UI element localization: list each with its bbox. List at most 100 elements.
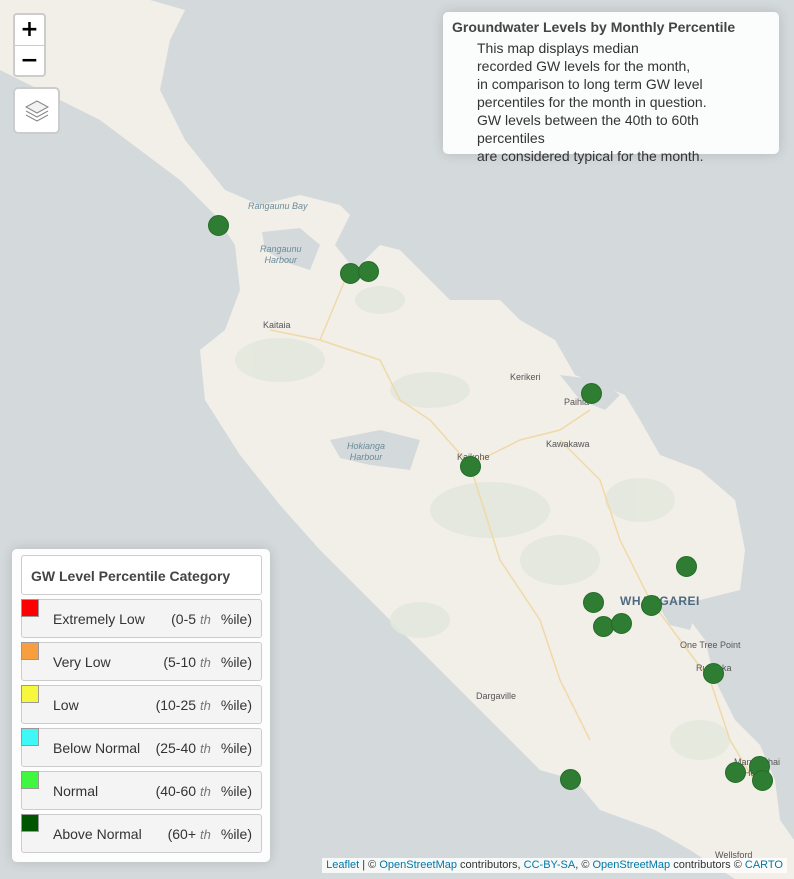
hokianga-harbour <box>330 430 420 470</box>
legend-range-suffix: %ile) <box>220 611 252 627</box>
legend-range-start: (40-60 <box>155 783 197 799</box>
info-line: in comparison to long term GW level <box>477 76 703 92</box>
legend-th: th <box>200 827 211 842</box>
legend-range-suffix: %ile) <box>220 654 252 670</box>
gw-site-marker[interactable] <box>581 383 602 404</box>
gw-site-marker[interactable] <box>583 592 604 613</box>
legend-range-start: (25-40 <box>155 740 197 756</box>
carto-link[interactable]: CARTO <box>744 859 783 871</box>
legend-range-suffix: %ile) <box>220 783 252 799</box>
legend-item-low: Low (10-25 th %ile) <box>21 685 262 724</box>
legend-item-name: Below Normal <box>53 740 141 756</box>
attribution-text: , © <box>575 859 593 871</box>
legend-swatch <box>21 599 39 617</box>
gw-site-marker[interactable] <box>725 762 746 783</box>
legend-item-above-normal: Above Normal (60+ th %ile) <box>21 814 262 853</box>
legend-range-suffix: %ile) <box>220 697 252 713</box>
legend: GW Level Percentile Category Extremely L… <box>12 549 270 862</box>
gw-site-marker[interactable] <box>641 595 662 616</box>
label-rangaunu-harbour-line2: Harbour <box>264 255 298 265</box>
legend-th: th <box>200 655 211 670</box>
rangaunu-harbour <box>262 228 320 270</box>
label-rangaunu-harbour-line1: Rangaunu <box>260 244 302 254</box>
legend-th: th <box>200 612 211 627</box>
legend-swatch <box>21 685 39 703</box>
legend-th: th <box>200 784 211 799</box>
legend-item-below-normal: Below Normal (25-40 th %ile) <box>21 728 262 767</box>
zoom-control: + − <box>13 13 46 77</box>
legend-item-range: (10-25 th %ile) <box>156 697 252 713</box>
osm-link[interactable]: OpenStreetMap <box>379 859 457 871</box>
label-rangaunu-bay: Rangaunu Bay <box>248 201 308 211</box>
info-line: percentiles for the month in question. <box>477 94 707 110</box>
legend-th: th <box>200 698 211 713</box>
legend-swatch <box>21 642 39 660</box>
zoom-out-button[interactable]: − <box>15 45 44 75</box>
legend-item-name: Above Normal <box>53 826 142 842</box>
cc-by-sa-link[interactable]: CC-BY-SA <box>523 859 576 871</box>
legend-th: th <box>200 741 211 756</box>
legend-item-range: (25-40 th %ile) <box>156 740 252 756</box>
legend-swatch <box>21 728 39 746</box>
legend-item-very-low: Very Low (5-10 th %ile) <box>21 642 262 681</box>
leaflet-link[interactable]: Leaflet <box>326 859 360 871</box>
whangarei-harbour <box>655 600 700 630</box>
legend-item-name: Very Low <box>53 654 111 670</box>
info-title: Groundwater Levels by Monthly Percentile <box>452 19 736 35</box>
legend-item-extremely-low: Extremely Low (0-5 th %ile) <box>21 599 262 638</box>
gw-site-marker[interactable] <box>358 261 379 282</box>
legend-item-range: (60+ th %ile) <box>168 826 252 842</box>
legend-item-name: Normal <box>53 783 99 799</box>
attribution-text: | © <box>359 859 380 871</box>
kaipara-harbour <box>540 770 600 810</box>
gw-site-marker[interactable] <box>208 215 229 236</box>
layers-icon <box>24 99 49 122</box>
legend-item-name: Low <box>53 697 79 713</box>
gw-site-marker[interactable] <box>752 770 773 791</box>
label-hokianga-line2: Harbour <box>349 452 383 462</box>
attribution: Leaflet | © OpenStreetMap contributors, … <box>322 858 787 873</box>
label-kerikeri: Kerikeri <box>510 372 541 382</box>
label-kaitaia: Kaitaia <box>263 320 291 330</box>
layers-button[interactable] <box>13 87 60 134</box>
label-wellsford: Wellsford <box>715 850 753 860</box>
legend-range-suffix: %ile) <box>220 826 252 842</box>
legend-range-suffix: %ile) <box>220 740 252 756</box>
label-one-tree-point: One Tree Point <box>680 640 741 650</box>
gw-site-marker[interactable] <box>611 613 632 634</box>
legend-title: GW Level Percentile Category <box>21 555 262 595</box>
label-rangaunu-harbour: Rangaunu Harbour <box>260 244 302 266</box>
roads <box>269 269 761 791</box>
label-kawakawa: Kawakawa <box>546 439 590 449</box>
label-dargaville: Dargaville <box>476 691 517 701</box>
info-panel: Groundwater Levels by Monthly Percentile… <box>443 12 779 164</box>
zoom-in-button[interactable]: + <box>20 17 39 42</box>
legend-item-range: (5-10 th %ile) <box>163 654 252 670</box>
attribution-text: contributors © <box>670 859 745 871</box>
gw-site-marker[interactable] <box>460 456 481 477</box>
gw-site-marker[interactable] <box>703 663 724 684</box>
info-line: are considered typical for the month. <box>477 148 704 164</box>
label-hokianga-harbour: Hokianga Harbour <box>347 441 385 463</box>
gw-site-marker[interactable] <box>560 769 581 790</box>
legend-range-start: (10-25 <box>155 697 197 713</box>
legend-item-normal: Normal (40-60 th %ile) <box>21 771 262 810</box>
info-line: recorded GW levels for the month, <box>477 58 691 74</box>
legend-item-range: (40-60 th %ile) <box>156 783 252 799</box>
label-paihia: Paihia <box>564 397 590 407</box>
legend-item-range: (0-5 th %ile) <box>171 611 252 627</box>
label-hokianga-line1: Hokianga <box>347 441 386 451</box>
info-line: This map displays median <box>477 40 639 56</box>
osm-link[interactable]: OpenStreetMap <box>592 859 671 871</box>
legend-item-name: Extremely Low <box>53 611 145 627</box>
info-line: GW levels between the 40th to 60th perce… <box>477 112 699 146</box>
legend-range-start: (5-10 <box>163 654 197 670</box>
attribution-text: contributors, <box>457 859 524 871</box>
legend-range-start: (60+ <box>167 826 197 842</box>
legend-swatch <box>21 814 39 832</box>
legend-range-start: (0-5 <box>171 611 197 627</box>
vegetation <box>235 286 730 760</box>
legend-swatch <box>21 771 39 789</box>
gw-site-marker[interactable] <box>676 556 697 577</box>
